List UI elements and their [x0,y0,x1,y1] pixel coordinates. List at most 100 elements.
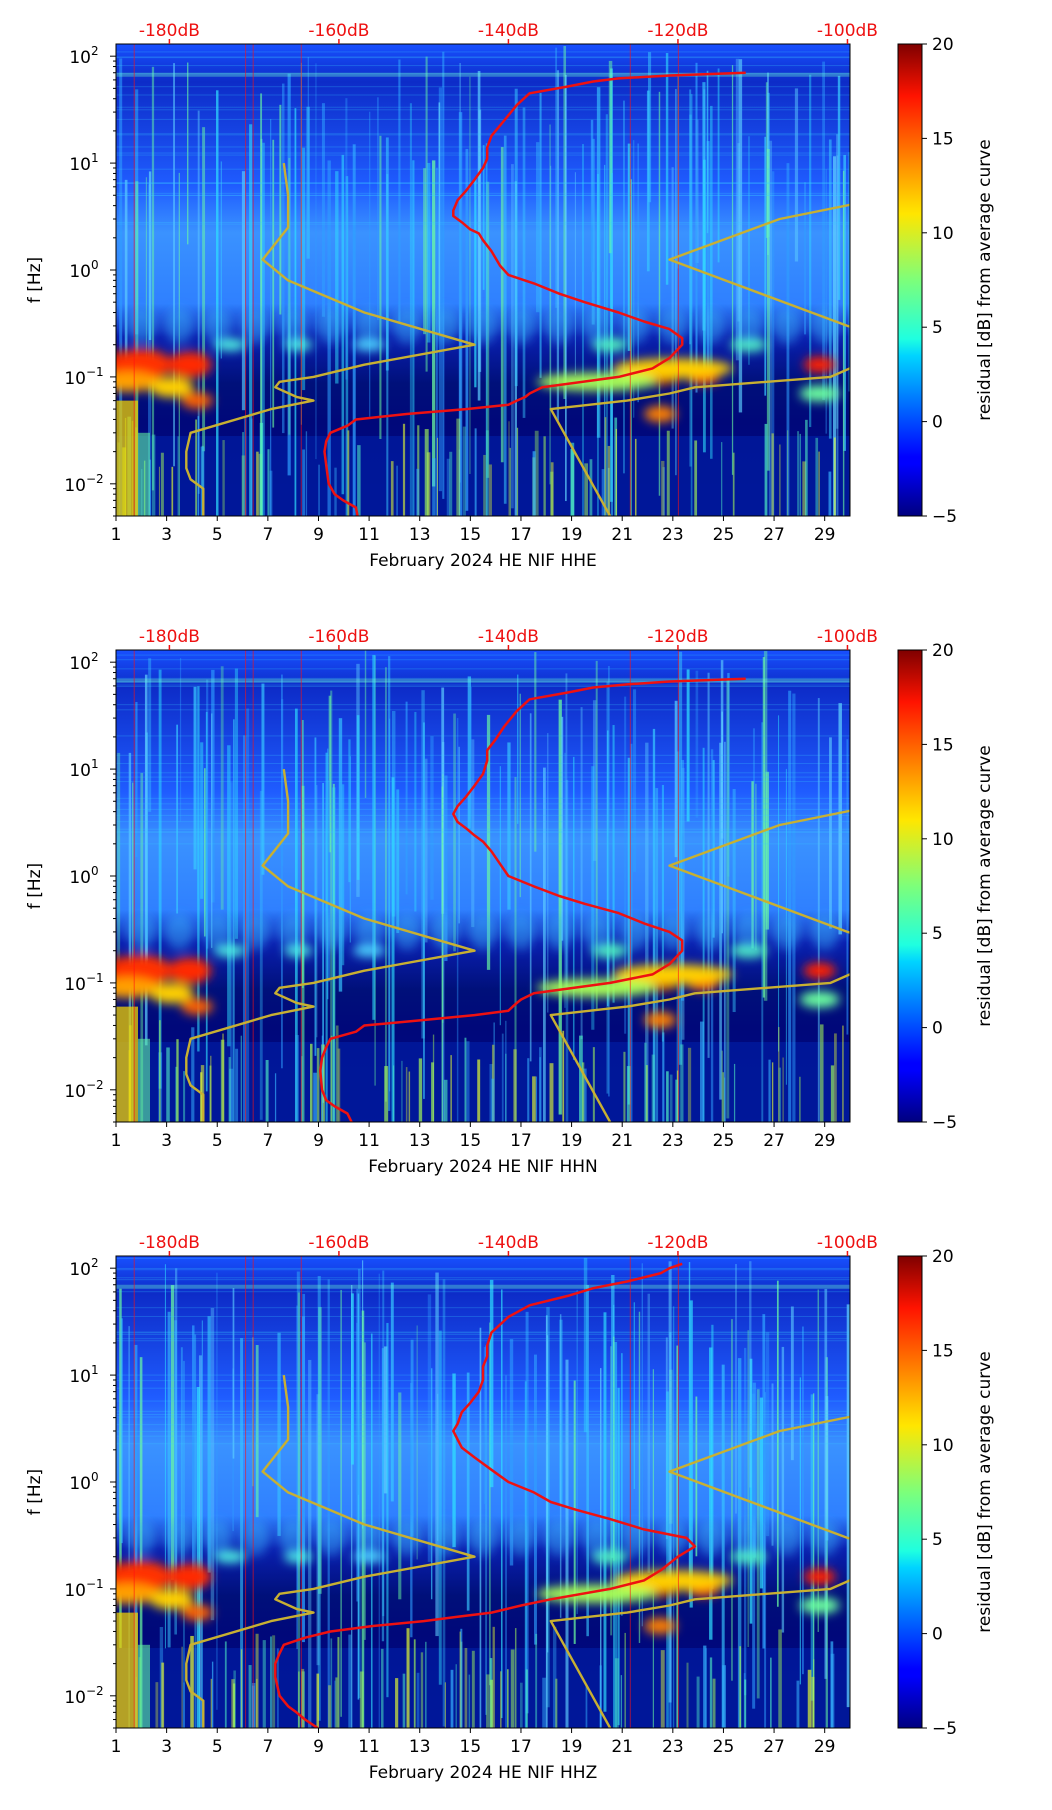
colorbar-tick-label: 15 [932,1341,954,1361]
colorbar-tick-label: 20 [932,1247,954,1267]
microseism-blobs [116,1519,840,1634]
top-db-tick-label: -100dB [817,627,878,647]
x-tick-label: 29 [814,525,836,545]
colorbar-tick-label: −5 [932,1719,957,1739]
colorbar-tick-label: −5 [932,1113,957,1133]
measured-curve [323,71,746,516]
x-tick-label: 13 [409,1131,431,1151]
y-tick-label: 102 [69,1256,98,1280]
y-tick-label: 101 [69,757,98,781]
y-tick-label: 10−1 [64,365,103,389]
x-tick-label: 11 [358,525,380,545]
y-tick-label: 10−2 [64,472,103,496]
spectrogram-image [116,650,850,1122]
y-tick-label: 101 [69,1363,98,1387]
colorbar-tick-label: 0 [932,413,943,433]
colorbar: 20 15 10 5 0 −5 residual [dB] from average cur… [897,35,995,527]
colorbar-tick-label: 15 [932,129,954,149]
colorbar-tick-label: 20 [932,641,954,661]
colorbar-tick-label: 0 [932,1019,943,1039]
nlnm-curve [185,768,476,1122]
top-db-tick-label: -120dB [647,1233,708,1253]
x-tick-label: 25 [713,525,735,545]
x-tick-label: 11 [358,1737,380,1757]
y-tick-label: 102 [69,650,98,674]
x-tick-label: 1 [111,1737,122,1757]
nhnm-curve [549,1415,850,1728]
measured-curve [319,677,746,1122]
x-tick-label: 27 [763,1131,785,1151]
top-db-tick-label: -120dB [647,21,708,41]
x-tick-label: 5 [212,1737,223,1757]
x-axis-label: February 2024 HE NIF HHN [368,1157,598,1177]
x-tick-label: 13 [409,1737,431,1757]
x-tick-label: 21 [611,525,633,545]
x-tick-label: 19 [561,1737,583,1757]
nlnm-curve [185,1374,476,1728]
x-tick-label: 23 [662,525,684,545]
noise-curves [185,1262,850,1728]
y-axis: 10−2 10−1 100 101 102 f [Hz] [25,1256,116,1729]
spectrogram-image [116,1256,850,1728]
x-tick-label: 15 [460,1131,482,1151]
x-tick-label: 9 [313,1737,324,1757]
x-tick-label: 15 [460,1737,482,1757]
colorbar-tick-label: 5 [932,924,943,944]
top-db-tick-label: -160dB [308,21,369,41]
colorbar-label: residual [dB] from average curve [975,139,995,420]
colorbar: 20 15 10 5 0 −5 residual [dB] from average cur… [897,641,995,1133]
x-axis-label: February 2024 HE NIF HHE [369,551,597,571]
colorbar-tick-label: 20 [932,35,954,55]
x-tick-label: 17 [510,1131,532,1151]
nhnm-curve [549,203,850,516]
x-tick-label: 7 [262,1737,273,1757]
y-tick-label: 100 [69,1470,98,1494]
x-tick-label: 17 [510,1737,532,1757]
x-tick-label: 19 [561,525,583,545]
top-db-tick-label: -160dB [308,627,369,647]
x-tick-label: 15 [460,525,482,545]
nlnm-curve [185,162,476,516]
noise-curves [185,71,850,516]
y-tick-label: 10−2 [64,1078,103,1102]
x-axis-label: February 2024 HE NIF HHZ [369,1763,597,1783]
colorbar-tick-label: 15 [932,735,954,755]
y-axis-label: f [Hz] [25,257,45,303]
x-tick-label: 17 [510,525,532,545]
y-axis: 10−2 10−1 100 101 102 f [Hz] [25,650,116,1123]
x-tick-label: 23 [662,1737,684,1757]
y-axis-label: f [Hz] [25,1469,45,1515]
x-tick-label: 5 [212,1131,223,1151]
x-tick-label: 25 [713,1131,735,1151]
colorbar-tick-label: 10 [932,224,954,244]
top-db-tick-label: -140dB [478,627,539,647]
top-db-tick-label: -140dB [478,21,539,41]
top-db-tick-label: -100dB [817,21,878,41]
top-db-axis: -180dB -160dB -140dB -120dB -100dB [139,627,878,650]
x-tick-label: 3 [161,525,172,545]
x-tick-label: 21 [611,1737,633,1757]
y-tick-label: 10−1 [64,971,103,995]
y-tick-label: 102 [69,44,98,68]
x-tick-label: 3 [161,1737,172,1757]
x-tick-label: 7 [262,1131,273,1151]
top-db-tick-label: -160dB [308,1233,369,1253]
x-tick-label: 7 [262,525,273,545]
measured-curve [274,1262,697,1728]
x-tick-label: 19 [561,1131,583,1151]
microseism-blobs [116,913,840,1028]
x-tick-label: 9 [313,525,324,545]
top-db-axis: -180dB -160dB -140dB -120dB -100dB [139,1233,878,1256]
top-db-axis: -180dB -160dB -140dB -120dB -100dB [139,21,878,44]
top-db-tick-label: -120dB [647,627,708,647]
top-db-tick-label: -180dB [139,21,200,41]
top-db-tick-label: -180dB [139,1233,200,1253]
colorbar: 20 15 10 5 0 −5 residual [dB] from average cur… [897,1247,995,1739]
x-tick-label: 9 [313,1131,324,1151]
